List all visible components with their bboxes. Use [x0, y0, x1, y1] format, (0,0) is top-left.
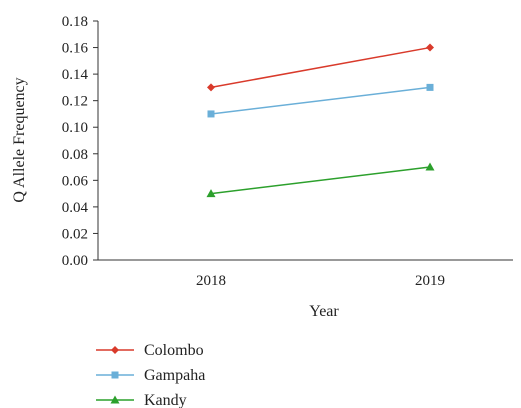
legend-marker-kandy — [110, 395, 120, 404]
series-layer — [206, 43, 435, 198]
legend-marker-colombo — [111, 346, 119, 354]
legend: Colombo Gampaha Kandy — [96, 342, 205, 408]
plot-axes — [97, 21, 513, 261]
data-point-gampaha — [426, 83, 434, 91]
y-axis-ticks: 0.00 0.02 0.04 0.06 0.08 0.10 0.12 0.14 0.16 0.18 — [62, 14, 98, 269]
x-axis-label: Year — [309, 303, 339, 320]
legend-marker-gampaha — [111, 371, 119, 379]
y-tick-label: 0.06 — [62, 173, 89, 189]
y-tick-label: 0.10 — [62, 120, 88, 136]
y-tick-label: 0.18 — [62, 14, 88, 30]
y-tick-label: 0.12 — [62, 94, 88, 110]
data-point-gampaha — [207, 110, 215, 118]
series-line-kandy — [210, 166, 431, 195]
x-axis-ticks: 2018 2019 — [196, 273, 445, 289]
data-point-colombo — [426, 43, 434, 52]
y-tick-label: 0.00 — [62, 253, 88, 269]
data-point-colombo — [207, 83, 215, 92]
x-tick-label: 2019 — [415, 273, 445, 289]
series-line-colombo — [210, 46, 431, 89]
y-tick-label: 0.16 — [62, 41, 89, 57]
series-line-gampaha — [210, 86, 431, 115]
y-tick-label: 0.02 — [62, 226, 88, 242]
y-tick-label: 0.08 — [62, 147, 88, 163]
data-point-kandy — [425, 162, 435, 171]
y-tick-label: 0.14 — [62, 67, 89, 83]
legend-label-gampaha: Gampaha — [144, 367, 205, 384]
legend-label-colombo: Colombo — [144, 342, 204, 359]
y-tick-label: 0.04 — [62, 200, 89, 216]
data-point-kandy — [206, 189, 216, 198]
y-axis-label: Q Allele Frequency — [11, 77, 28, 202]
x-tick-label: 2018 — [196, 273, 226, 289]
legend-label-kandy: Kandy — [144, 392, 187, 408]
